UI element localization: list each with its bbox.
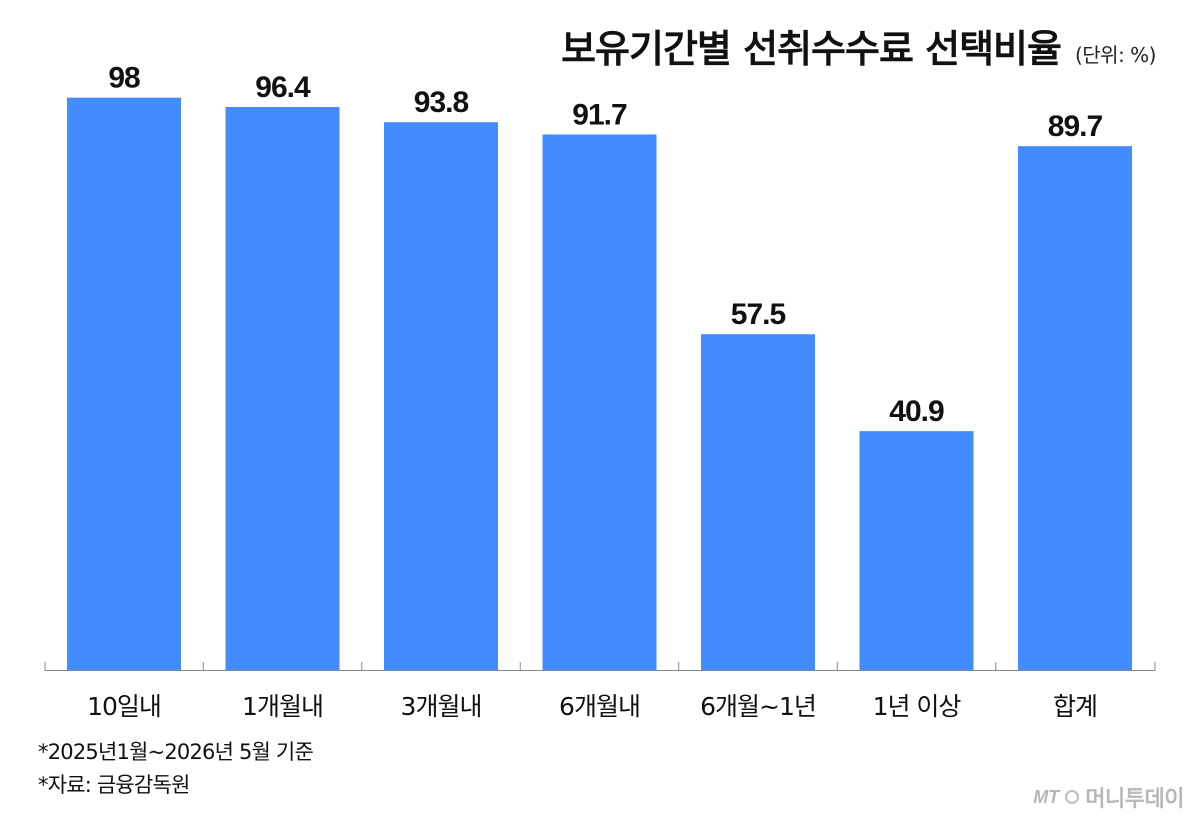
bar-1 [225, 107, 340, 671]
category-label-5: 1년 이상 [873, 692, 962, 721]
category-label-4: 6개월~1년 [700, 692, 816, 721]
value-label-1: 96.4 [255, 71, 311, 104]
chart-unit: (단위: %) [1074, 43, 1157, 67]
publisher-name: 머니투데이 [1085, 787, 1184, 812]
bar-2 [384, 122, 498, 670]
value-label-2: 93.8 [414, 86, 469, 119]
publisher-logo-mark: MT [1033, 786, 1060, 807]
category-label-0: 10일내 [87, 692, 161, 721]
category-label-1: 1개월내 [242, 692, 323, 721]
category-label-3: 6개월내 [559, 692, 640, 721]
publisher-watermark: MT 머니투데이 [1033, 781, 1184, 813]
note-basis: *2025년1월~2026년 5월 기준 [38, 740, 314, 764]
chart-title: 보유기간별 선취수수료 선택비율 [561, 27, 1062, 71]
note-source: *자료: 금융감독원 [38, 773, 190, 797]
value-label-0: 98 [108, 62, 140, 95]
bar-3 [542, 134, 657, 671]
value-label-6: 89.7 [1048, 110, 1103, 143]
category-label-2: 3개월내 [401, 692, 482, 721]
chart-header: 보유기간별 선취수수료 선택비율 (단위: %) [561, 18, 1156, 73]
category-label-6: 합계 [1053, 692, 1097, 721]
bar-4 [701, 334, 815, 670]
bar-0 [67, 97, 181, 671]
chart-notes: *2025년1월~2026년 5월 기준 *자료: 금융감독원 [38, 736, 314, 802]
value-label-3: 91.7 [572, 98, 627, 131]
bar-5 [859, 431, 974, 670]
value-label-5: 40.9 [889, 395, 944, 428]
bar-6 [1018, 146, 1132, 671]
publisher-logo-icon [1065, 790, 1080, 804]
value-label-4: 57.5 [731, 298, 786, 331]
